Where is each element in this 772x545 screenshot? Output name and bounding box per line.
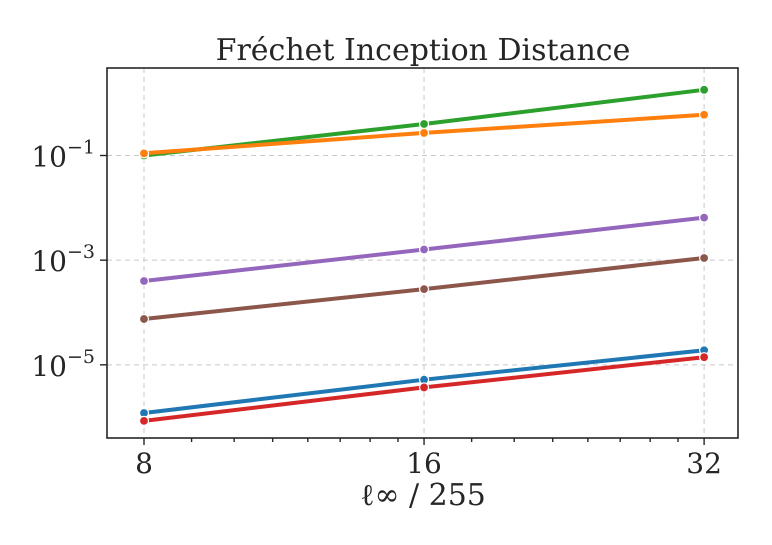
series-2-point xyxy=(138,148,150,159)
series-1-point xyxy=(699,84,710,95)
x-axis-label: ℓ∞ / 255 xyxy=(360,478,486,513)
axis-ticks: 8 16 32 10−1 10−3 10−5 xyxy=(31,137,722,480)
series-4-point xyxy=(418,284,430,295)
x-tick-label: 8 xyxy=(135,447,153,480)
series-6-point xyxy=(699,352,710,363)
x-tick-label: 16 xyxy=(406,447,442,480)
series-3-point xyxy=(699,212,710,223)
chart-title: Fréchet Inception Distance xyxy=(216,33,631,68)
plot-frame xyxy=(106,67,739,439)
y-tick-label: 10−3 xyxy=(31,241,95,278)
y-tick-label: 10−1 xyxy=(31,137,95,174)
series-6-point xyxy=(418,382,430,393)
series-3-point xyxy=(138,275,150,287)
series-1-point xyxy=(418,118,430,130)
series-6-point xyxy=(138,415,150,426)
series-4-point xyxy=(699,252,710,264)
series-4-point xyxy=(138,313,150,325)
x-tick-label: 32 xyxy=(686,447,722,480)
y-tick-label: 10−5 xyxy=(31,346,95,383)
series-3-point xyxy=(418,244,430,255)
series-2-point xyxy=(699,109,710,120)
series-layer xyxy=(138,84,710,426)
series-2-point xyxy=(418,127,430,139)
